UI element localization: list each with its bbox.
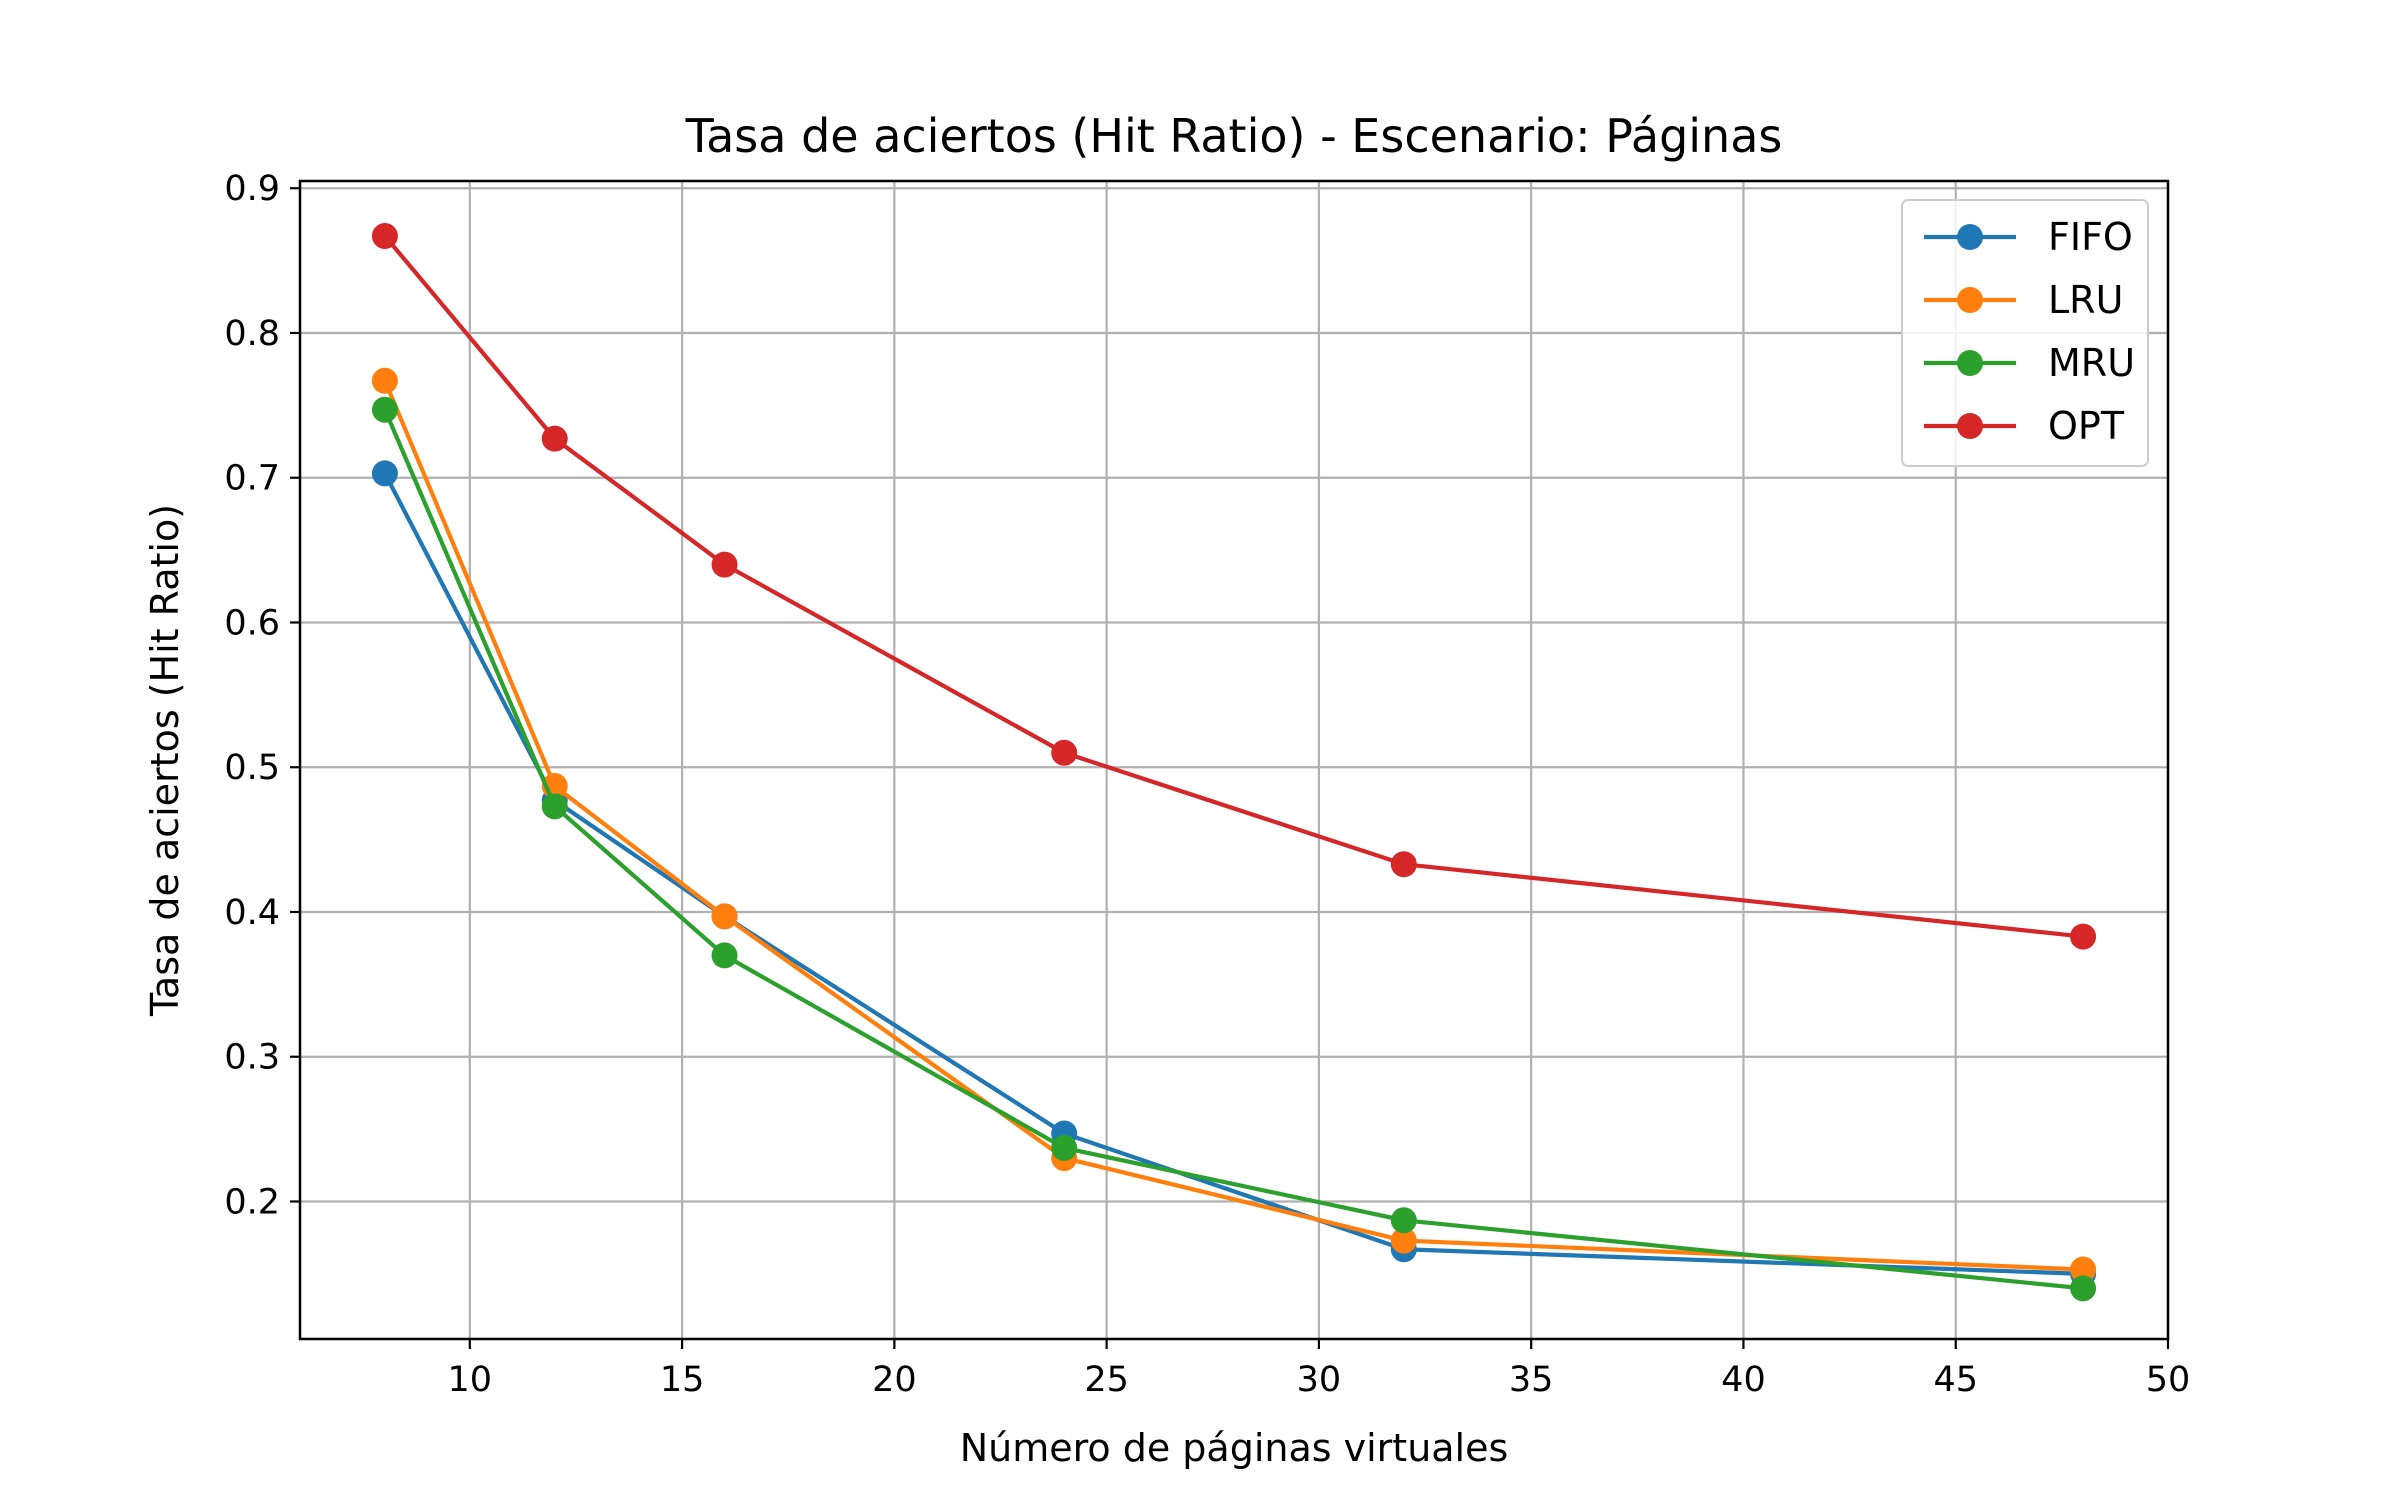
data-point-lru	[2070, 1256, 2097, 1283]
data-point-opt	[371, 223, 398, 250]
data-point-mru	[711, 942, 738, 969]
data-point-lru	[371, 367, 398, 394]
y-tick-label: 0.7	[224, 459, 280, 499]
x-axis-label: Número de páginas virtuales	[960, 1426, 1509, 1470]
legend-frame	[1901, 199, 2149, 467]
data-point-opt	[1390, 851, 1417, 878]
data-point-fifo	[371, 460, 398, 487]
series-group	[371, 223, 2097, 1302]
legend-label-lru: LRU	[2048, 278, 2123, 322]
y-tick-label: 0.5	[224, 748, 280, 788]
y-axis-label: Tasa de aciertos (Hit Ratio)	[143, 504, 187, 1017]
legend-label-mru: MRU	[2048, 341, 2135, 385]
series-line-mru	[382, 407, 2086, 1291]
x-tick-label: 45	[1933, 1360, 1978, 1400]
plot-area-frame	[298, 179, 2170, 1341]
y-tick-label: 0.8	[224, 314, 280, 354]
legend: FIFO LRU MRU OPT	[1901, 199, 2149, 467]
x-tick-label: 10	[448, 1360, 493, 1400]
legend-marker-opt	[1957, 413, 1983, 439]
data-point-opt	[541, 425, 568, 452]
data-point-mru	[371, 396, 398, 423]
data-point-mru	[2070, 1275, 2097, 1302]
data-point-opt	[711, 551, 738, 578]
legend-marker-lru	[1957, 287, 1983, 313]
y-tick-label: 0.9	[224, 169, 280, 209]
data-point-opt	[1051, 739, 1078, 766]
series-line-opt	[382, 233, 2086, 939]
x-tick-label: 35	[1509, 1360, 1554, 1400]
data-point-mru	[541, 793, 568, 820]
y-tick-label: 0.3	[224, 1038, 280, 1078]
legend-label-fifo: FIFO	[2048, 215, 2133, 259]
x-tick-label: 25	[1084, 1360, 1129, 1400]
x-tick-label: 50	[2146, 1360, 2191, 1400]
legend-marker-fifo	[1957, 224, 1983, 250]
legend-marker-mru	[1957, 350, 1983, 376]
y-tick-label: 0.2	[224, 1182, 280, 1222]
data-point-opt	[2070, 923, 2097, 950]
data-point-mru	[1051, 1134, 1078, 1161]
axis-ticks: 10 15 20 25 30 35 40 45 50 0.2 0.3 0.4 0.5 0.6 0.7 0.8 0…	[224, 169, 2190, 1400]
y-tick-label: 0.4	[224, 893, 280, 933]
chart-title: Tasa de aciertos (Hit Ratio) - Escenario…	[685, 109, 1783, 163]
data-point-mru	[1390, 1207, 1417, 1234]
x-tick-label: 40	[1721, 1360, 1766, 1400]
series-line-fifo	[382, 471, 2086, 1276]
x-tick-label: 15	[660, 1360, 705, 1400]
y-tick-label: 0.6	[224, 603, 280, 643]
legend-label-opt: OPT	[2048, 404, 2125, 448]
data-point-lru	[711, 903, 738, 930]
x-tick-label: 30	[1297, 1360, 1342, 1400]
x-tick-label: 20	[872, 1360, 917, 1400]
data-point-lru	[1390, 1227, 1417, 1254]
series-line-lru	[382, 378, 2086, 1272]
